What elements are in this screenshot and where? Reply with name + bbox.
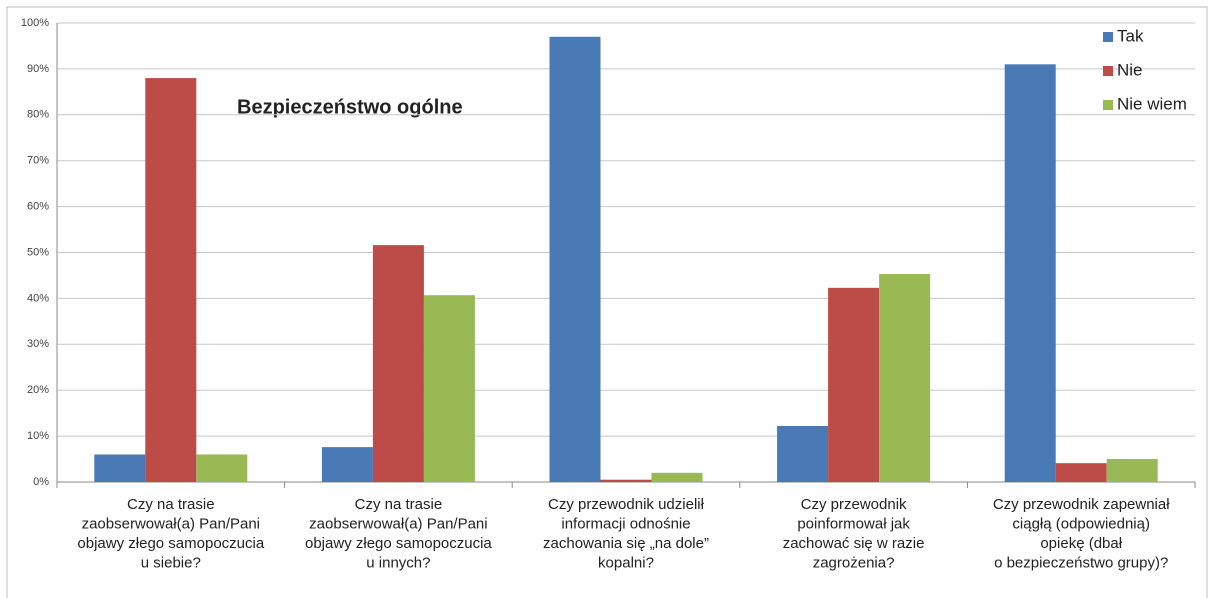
x-tick-label: u innych? bbox=[366, 554, 430, 571]
y-tick-label: 80% bbox=[27, 109, 49, 121]
legend-swatch bbox=[1103, 32, 1113, 42]
x-tick-label: ciągłą (odpowiednią) bbox=[1012, 515, 1150, 532]
chart-frame bbox=[6, 6, 1208, 598]
x-tick-label: zaobserwował(a) Pan/Pani bbox=[309, 515, 487, 532]
bar bbox=[1004, 64, 1056, 482]
legend-swatch bbox=[1103, 100, 1113, 110]
x-tick-label: informacji odnośnie bbox=[561, 515, 690, 532]
y-tick-label: 20% bbox=[27, 384, 49, 396]
y-tick-label: 100% bbox=[21, 17, 49, 29]
x-tick-label: poinformował jak bbox=[797, 515, 910, 532]
x-tick-label: zagrożenia? bbox=[813, 554, 895, 571]
y-tick-label: 30% bbox=[27, 338, 49, 350]
x-tick-label: u siebie? bbox=[141, 554, 201, 571]
bar bbox=[1055, 463, 1107, 482]
y-tick-label: 40% bbox=[27, 292, 49, 304]
bar bbox=[372, 245, 424, 482]
x-tick-label: Czy na trasie bbox=[127, 496, 215, 513]
x-tick-label: zaobserwował(a) Pan/Pani bbox=[82, 515, 260, 532]
x-tick-label: objawy złego samopoczucia bbox=[77, 535, 264, 552]
x-tick-label: Czy przewodnik bbox=[801, 496, 907, 513]
legend-label: Nie bbox=[1117, 60, 1143, 79]
bar bbox=[94, 454, 146, 482]
y-tick-label: 10% bbox=[27, 430, 49, 442]
bar bbox=[879, 274, 931, 482]
x-tick-label: kopalni? bbox=[598, 554, 654, 571]
x-tick-label: Czy przewodnik zapewniał bbox=[993, 496, 1170, 513]
y-tick-label: 60% bbox=[27, 201, 49, 213]
x-tick-label: o bezpieczeństwo grupy)? bbox=[994, 554, 1168, 571]
bar bbox=[651, 472, 703, 482]
bar bbox=[423, 295, 475, 482]
bar bbox=[145, 78, 197, 482]
legend-label: Tak bbox=[1117, 26, 1144, 45]
bar bbox=[196, 454, 248, 482]
x-tick-label: opiekę (dbał bbox=[1040, 535, 1122, 552]
bar bbox=[549, 36, 601, 483]
bar bbox=[777, 426, 829, 482]
x-tick-label: zachować się w razie bbox=[783, 535, 925, 552]
x-tick-label: objawy złego samopoczucia bbox=[305, 535, 492, 552]
y-tick-label: 90% bbox=[27, 63, 49, 75]
chart-title: Bezpieczeństwo ogólne bbox=[237, 96, 463, 118]
legend-swatch bbox=[1103, 66, 1113, 76]
bar bbox=[828, 287, 880, 482]
bar bbox=[600, 479, 652, 482]
x-tick-label: Czy na trasie bbox=[355, 496, 443, 513]
y-tick-label: 70% bbox=[27, 155, 49, 167]
y-tick-label: 0% bbox=[33, 476, 49, 488]
y-tick-label: 50% bbox=[27, 246, 49, 258]
x-tick-label: zachowania się „na dole” bbox=[543, 535, 709, 552]
legend-label: Nie wiem bbox=[1117, 94, 1187, 113]
bar bbox=[321, 447, 373, 482]
bar bbox=[1106, 459, 1158, 482]
x-tick-label: Czy przewodnik udzielił bbox=[548, 496, 705, 513]
